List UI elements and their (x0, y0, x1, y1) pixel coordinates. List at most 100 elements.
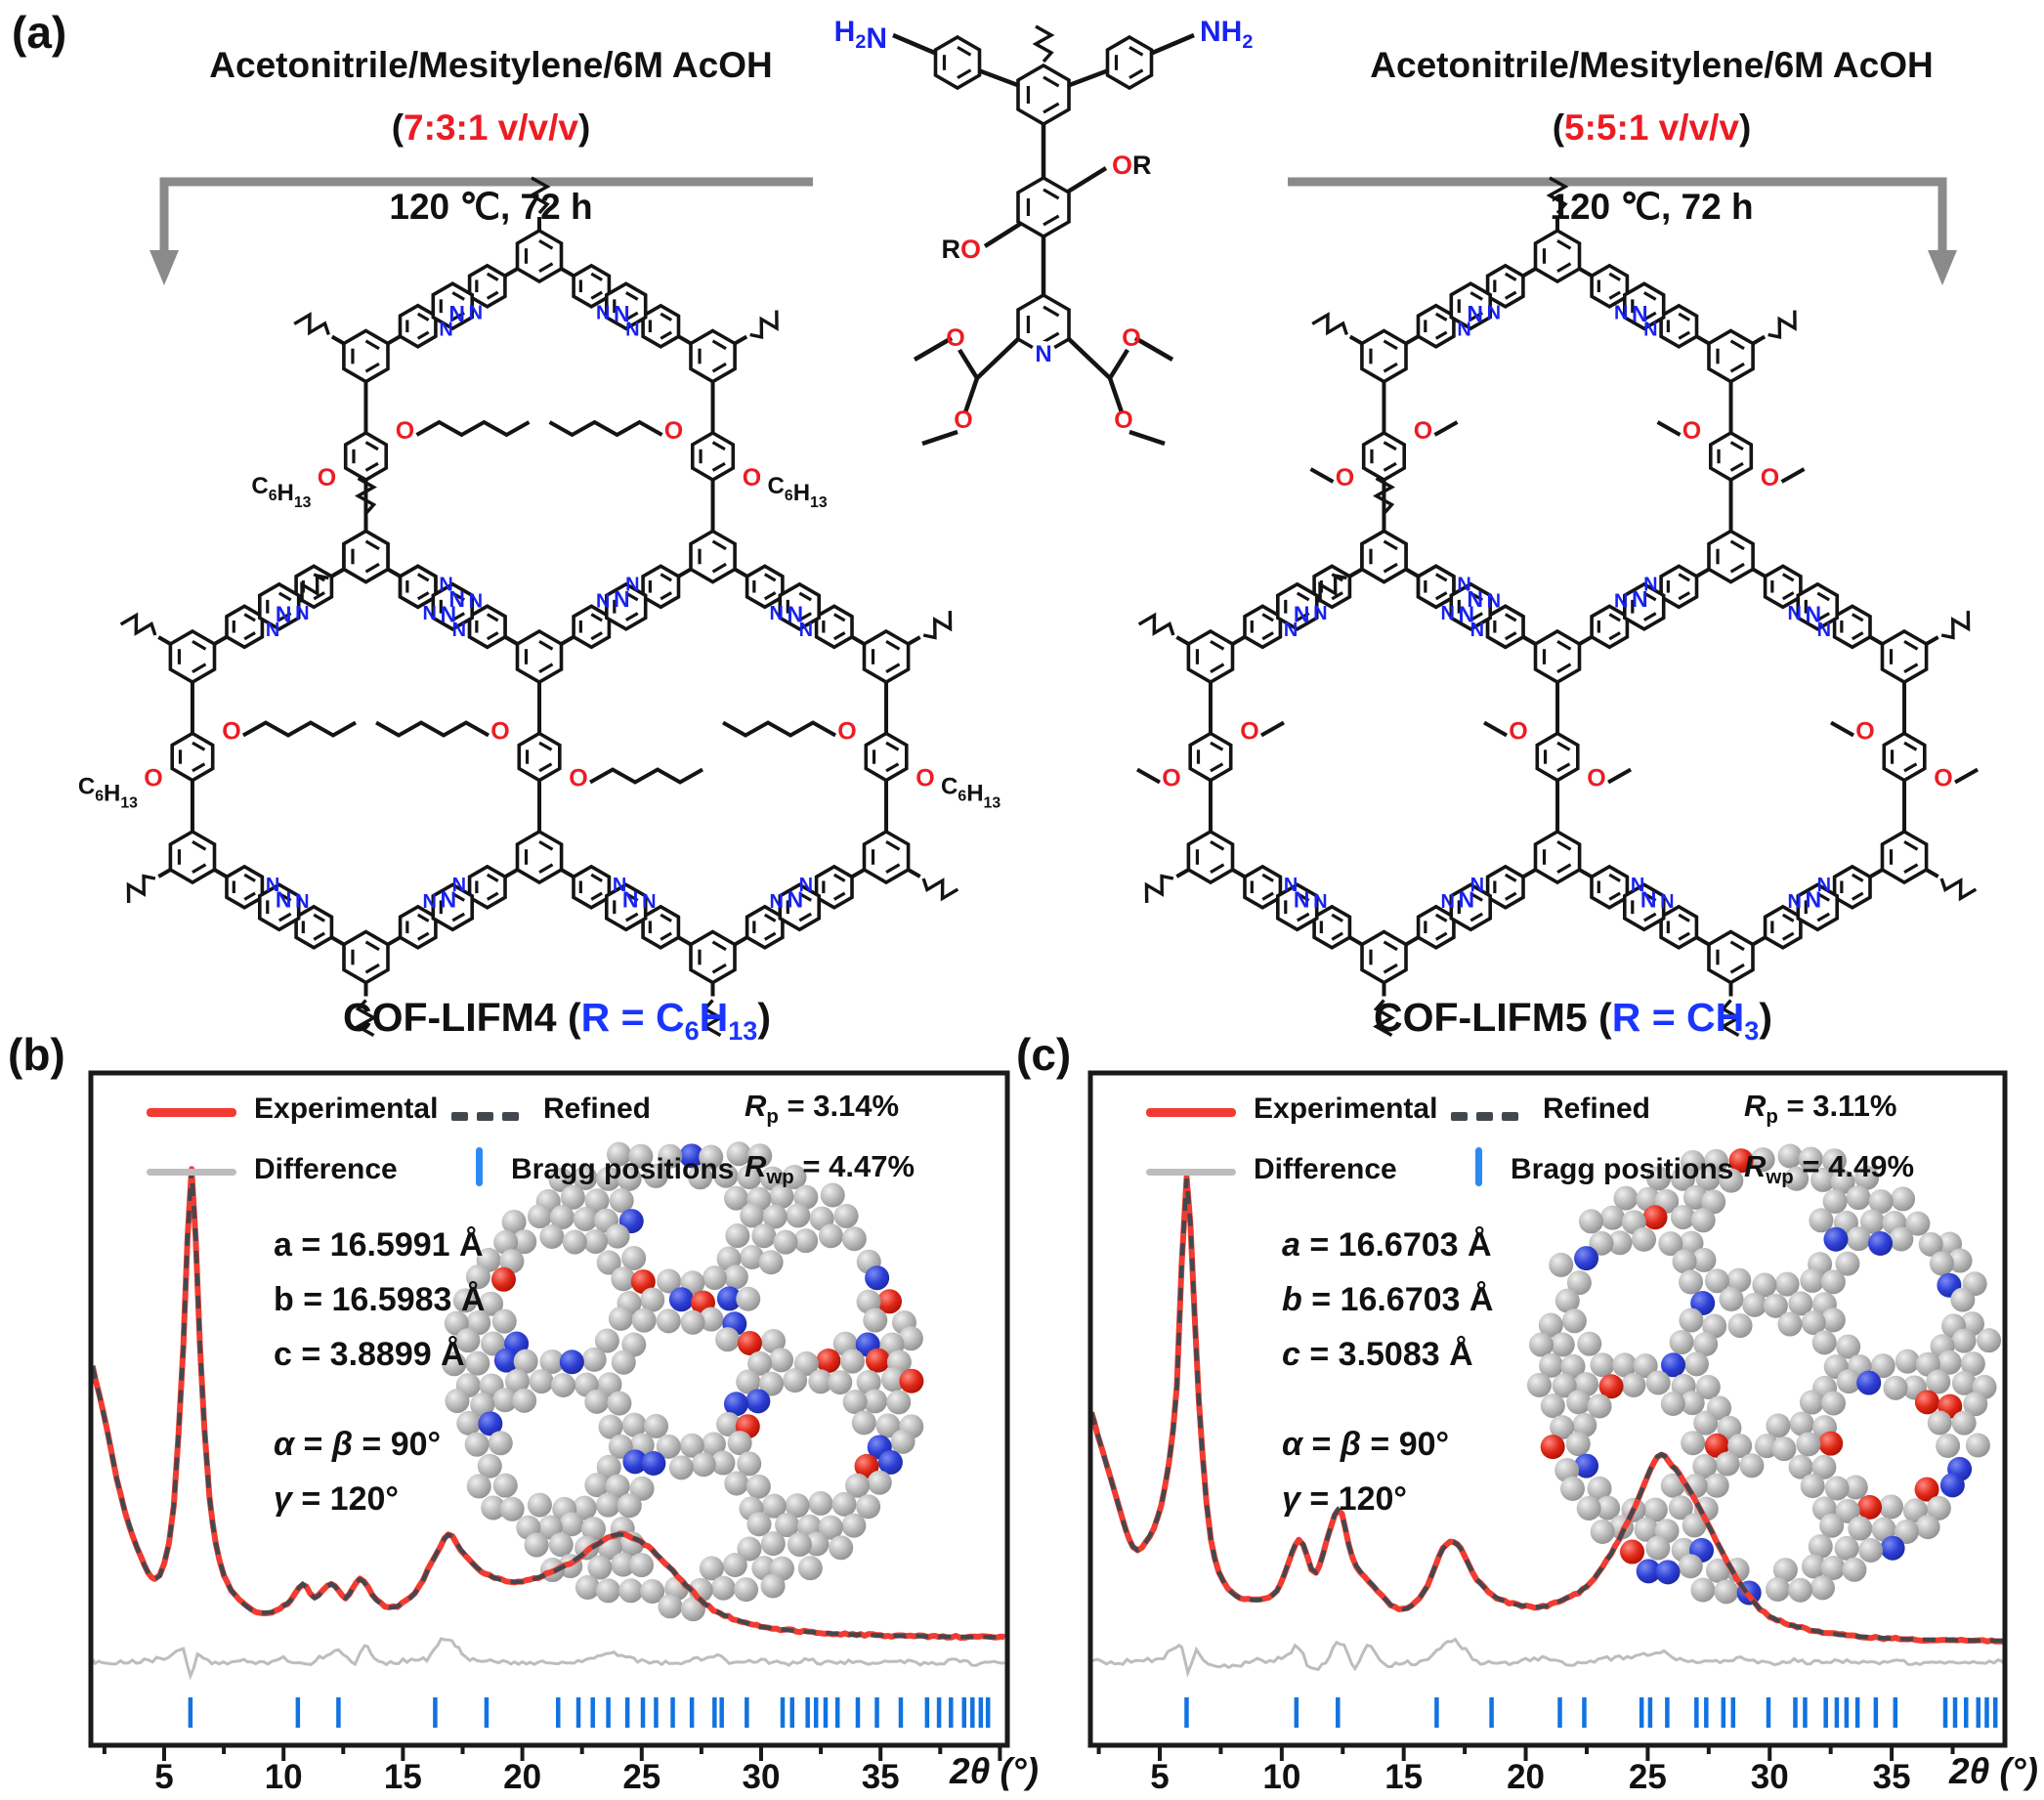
panel-a-label: (a) (12, 7, 67, 58)
refined-curve (93, 1169, 1005, 1640)
legend-experimental: Experimental (1254, 1093, 1438, 1125)
svg-text:N: N (439, 320, 452, 341)
temperature-text: 120 ℃, 72 h (1550, 187, 1754, 227)
svg-text:O: O (396, 417, 414, 445)
svg-text:O: O (1761, 464, 1779, 492)
svg-text:N: N (799, 875, 813, 896)
svg-text:N: N (1632, 301, 1648, 326)
svg-text:N: N (1313, 891, 1327, 913)
monomer-structure: N H2N NH2 OR RO O O O O (834, 16, 1253, 447)
svg-text:15: 15 (1384, 1758, 1423, 1796)
bragg-positions (188, 1697, 991, 1728)
difference-line-swatch (147, 1169, 236, 1176)
svg-text:10: 10 (1262, 1758, 1300, 1796)
ratio-text: (7:3:1 v/v/v) (391, 107, 591, 148)
svg-text:20: 20 (1507, 1758, 1545, 1796)
xrd-chart-b: 5 10 15 20 25 30 35 (88, 1070, 1010, 1796)
svg-text:N: N (295, 891, 309, 913)
svg-text:O: O (664, 417, 683, 445)
svg-text:N: N (1440, 603, 1454, 624)
svg-text:O: O (1509, 718, 1527, 746)
svg-text:N: N (1614, 302, 1628, 323)
svg-text:N: N (276, 886, 292, 912)
svg-text:N: N (1458, 602, 1474, 627)
legend-experimental: Experimental (254, 1093, 439, 1125)
product-label-cof-lifm4: COF-LIFM4 (R = C6H13) (342, 995, 772, 1047)
svg-text:N: N (439, 574, 452, 595)
svg-text:10: 10 (265, 1758, 303, 1796)
svg-text:N: N (448, 301, 465, 326)
svg-text:N: N (1284, 875, 1298, 896)
svg-text:O: O (837, 718, 856, 746)
legend-refined: Refined (543, 1093, 652, 1125)
bragg-positions (1184, 1697, 1998, 1728)
svg-text:N: N (266, 620, 279, 641)
svg-text:N: N (276, 602, 292, 627)
experimental-line-swatch (1146, 1108, 1236, 1117)
svg-text:N: N (1467, 301, 1483, 326)
svg-text:N: N (1294, 886, 1310, 912)
svg-text:N: N (614, 301, 630, 326)
svg-text:O: O (1114, 407, 1132, 434)
rwp-value: Rwp = 4.49% (1744, 1149, 1915, 1189)
svg-text:25: 25 (622, 1758, 660, 1796)
experimental-line-swatch (147, 1108, 236, 1117)
product-label-cof-lifm5: COF-LIFM5 (R = CH3) (1374, 995, 1772, 1047)
legend-bragg: Bragg positions (511, 1153, 735, 1185)
svg-text:N: N (596, 302, 610, 323)
rwp-value: Rwp = 4.47% (745, 1149, 916, 1189)
svg-text:N: N (1457, 574, 1470, 595)
refined-dash-swatch (1451, 1108, 1527, 1126)
svg-text:30: 30 (1751, 1758, 1789, 1796)
solvent-text: Acetonitrile/Mesitylene/6M AcOH (209, 45, 773, 85)
svg-text:O: O (1934, 765, 1952, 793)
legend-difference: Difference (1254, 1153, 1397, 1185)
difference-curve (1092, 1637, 2003, 1678)
panel-b-label: (b) (8, 1029, 65, 1080)
legend-bragg: Bragg positions (1511, 1153, 1734, 1185)
svg-text:NH2: NH2 (1200, 16, 1253, 53)
svg-text:N: N (622, 886, 639, 912)
svg-text:N: N (452, 875, 466, 896)
svg-text:N: N (1294, 602, 1310, 627)
x-axis-label-c: 2θ (°) (1949, 1751, 2038, 1791)
difference-line-swatch (1146, 1169, 1236, 1176)
svg-text:O: O (1855, 718, 1874, 746)
reaction-arrows (149, 177, 1957, 285)
svg-text:N: N (1284, 620, 1298, 641)
svg-text:20: 20 (503, 1758, 541, 1796)
svg-text:O: O (490, 718, 509, 746)
svg-text:N: N (1643, 574, 1657, 595)
svg-text:N: N (1817, 620, 1831, 641)
svg-text:15: 15 (384, 1758, 422, 1796)
svg-text:RO: RO (941, 235, 981, 264)
svg-text:C6H13: C6H13 (251, 473, 311, 511)
svg-text:N: N (266, 875, 279, 896)
svg-text:H2N: H2N (834, 16, 887, 55)
svg-text:O: O (1162, 765, 1180, 793)
svg-text:N: N (1787, 891, 1801, 913)
difference-curve (93, 1637, 1005, 1681)
rp-value: Rp = 3.14% (745, 1089, 900, 1129)
svg-text:30: 30 (743, 1758, 781, 1796)
svg-text:N: N (642, 891, 656, 913)
svg-text:N: N (1470, 620, 1484, 641)
crystal-structure-inset (1526, 1143, 2002, 1606)
svg-text:N: N (1805, 886, 1821, 912)
svg-text:N: N (1035, 341, 1051, 367)
svg-text:5: 5 (1150, 1758, 1169, 1796)
svg-text:N: N (1458, 886, 1474, 912)
svg-text:C6H13: C6H13 (78, 774, 138, 812)
svg-text:N: N (1632, 586, 1648, 612)
svg-text:35: 35 (1873, 1758, 1911, 1796)
temperature-text: 120 ℃, 72 h (389, 187, 593, 227)
solvent-text: Acetonitrile/Mesitylene/6M AcOH (1370, 45, 1934, 85)
svg-text:N: N (1643, 320, 1657, 341)
svg-text:N: N (769, 891, 783, 913)
ratio-text: (5:5:1 v/v/v) (1552, 107, 1752, 148)
svg-text:O: O (1682, 417, 1701, 445)
